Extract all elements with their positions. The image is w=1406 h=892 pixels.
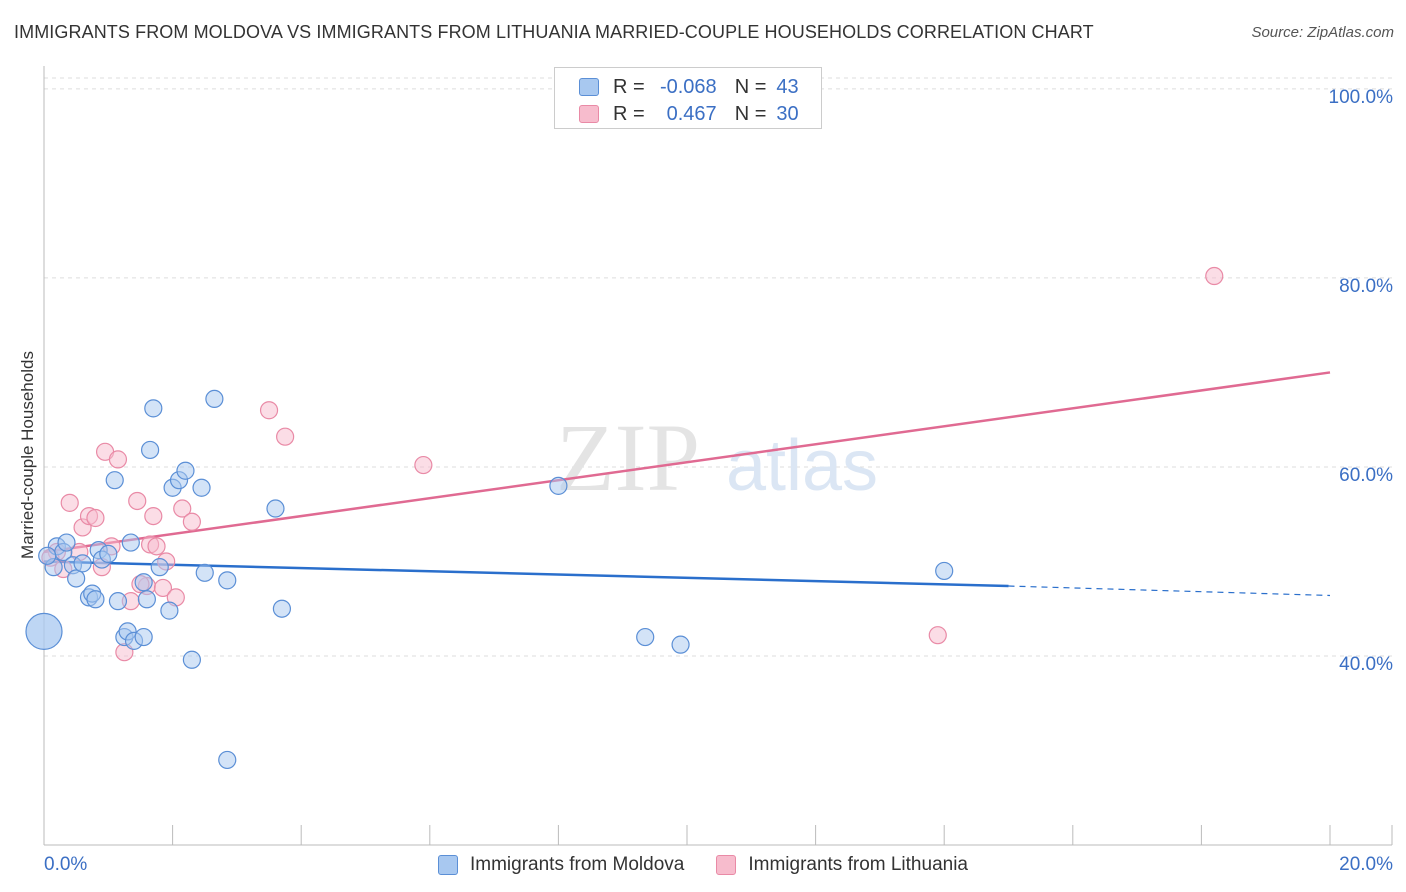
data-point-moldova xyxy=(57,533,76,552)
data-point-moldova xyxy=(671,635,690,654)
data-point-moldova xyxy=(140,440,160,460)
gridlines xyxy=(44,77,1392,657)
legend-row-moldova: R = -0.068 N = 43 xyxy=(579,75,799,99)
data-point-lithuania xyxy=(928,626,947,645)
data-point-moldova xyxy=(160,601,179,620)
data-point-moldova xyxy=(134,573,153,592)
legend-n-label: N = xyxy=(734,75,767,98)
data-point-moldova xyxy=(137,590,156,609)
chart-title: IMMIGRANTS FROM MOLDOVA VS IMMIGRANTS FR… xyxy=(14,22,1094,42)
data-point-moldova xyxy=(935,561,954,581)
data-points xyxy=(25,266,1224,770)
legend-row-lithuania: R = 0.467 N = 30 xyxy=(579,102,799,126)
legend-swatch-pink xyxy=(579,105,599,123)
y-tick-label: 60.0% xyxy=(1339,465,1393,486)
data-point-moldova xyxy=(192,478,211,497)
data-point-lithuania xyxy=(182,512,201,531)
data-point-lithuania xyxy=(1205,266,1224,286)
y-tick-label: 40.0% xyxy=(1339,654,1393,675)
data-point-moldova xyxy=(134,627,153,647)
legend-swatch-blue xyxy=(579,78,599,96)
data-point-moldova xyxy=(150,558,169,577)
stats-legend: R = -0.068 N = 43 R = 0.467 N = 30 xyxy=(554,67,822,129)
data-point-moldova xyxy=(108,592,128,611)
data-point-lithuania xyxy=(173,499,192,518)
legend-swatch-blue xyxy=(438,855,458,875)
source-label: Source: ZipAtlas.com xyxy=(1251,24,1394,41)
data-point-moldova xyxy=(99,544,118,564)
trend-line-moldova xyxy=(43,560,1009,588)
data-point-moldova xyxy=(105,471,124,490)
trend-line-lithuania xyxy=(43,371,1331,554)
data-point-moldova xyxy=(218,571,237,590)
data-point-moldova xyxy=(86,590,105,609)
data-point-moldova xyxy=(266,499,285,518)
x-tick-label: 20.0% xyxy=(1339,854,1393,875)
legend-r-value: -0.068 xyxy=(659,75,717,98)
legend-n-label: N = xyxy=(734,102,767,125)
data-point-moldova xyxy=(38,546,57,565)
data-point-moldova xyxy=(144,399,163,418)
legend-r-label: R = xyxy=(613,102,645,125)
data-point-lithuania xyxy=(108,450,128,469)
legend-n-value: 43 xyxy=(776,75,799,98)
data-point-moldova xyxy=(195,563,214,582)
data-point-moldova xyxy=(272,599,292,618)
y-axis-label: Married-couple Households xyxy=(18,351,37,559)
trend-line-moldova-extension xyxy=(1008,585,1331,597)
legend-label-moldova: Immigrants from Moldova xyxy=(470,854,685,875)
data-point-lithuania xyxy=(60,493,79,512)
data-point-lithuania xyxy=(128,491,147,511)
data-point-moldova xyxy=(549,476,568,495)
legend-swatch-pink xyxy=(716,855,737,875)
data-point-moldova xyxy=(121,533,140,552)
data-point-lithuania xyxy=(276,427,295,446)
data-point-lithuania xyxy=(414,455,433,475)
data-point-moldova xyxy=(73,554,92,573)
data-point-moldova xyxy=(182,650,201,669)
data-point-moldova xyxy=(205,389,224,409)
tick-labels: 40.0% 60.0% 80.0% 100.0% 0.0% 20.0% xyxy=(44,87,1393,875)
legend-r-label: R = xyxy=(613,75,645,98)
legend-item-moldova[interactable]: Immigrants from Moldova xyxy=(438,854,684,876)
watermark-zip: ZIP xyxy=(556,404,700,511)
data-point-moldova xyxy=(218,750,237,770)
data-point-moldova xyxy=(636,627,655,647)
x-tick-label: 0.0% xyxy=(44,854,87,875)
data-point-lithuania xyxy=(147,537,166,556)
data-point-moldova xyxy=(67,569,86,588)
axes xyxy=(43,66,1393,846)
y-tick-label: 100.0% xyxy=(1329,87,1394,108)
data-point-moldova xyxy=(176,461,195,480)
legend-label-lithuania: Immigrants from Lithuania xyxy=(748,854,968,875)
data-point-lithuania xyxy=(144,506,163,526)
data-point-lithuania xyxy=(86,508,105,528)
legend-n-value: 30 xyxy=(776,102,799,125)
legend-item-lithuania[interactable]: Immigrants from Lithuania xyxy=(716,854,968,876)
data-point-moldova xyxy=(25,612,63,651)
y-tick-label: 80.0% xyxy=(1339,276,1393,297)
data-point-lithuania xyxy=(259,401,279,420)
legend-r-value: 0.467 xyxy=(666,102,717,125)
series-legend: Immigrants from Moldova Immigrants from … xyxy=(0,852,1406,878)
data-point-lithuania xyxy=(153,578,173,598)
